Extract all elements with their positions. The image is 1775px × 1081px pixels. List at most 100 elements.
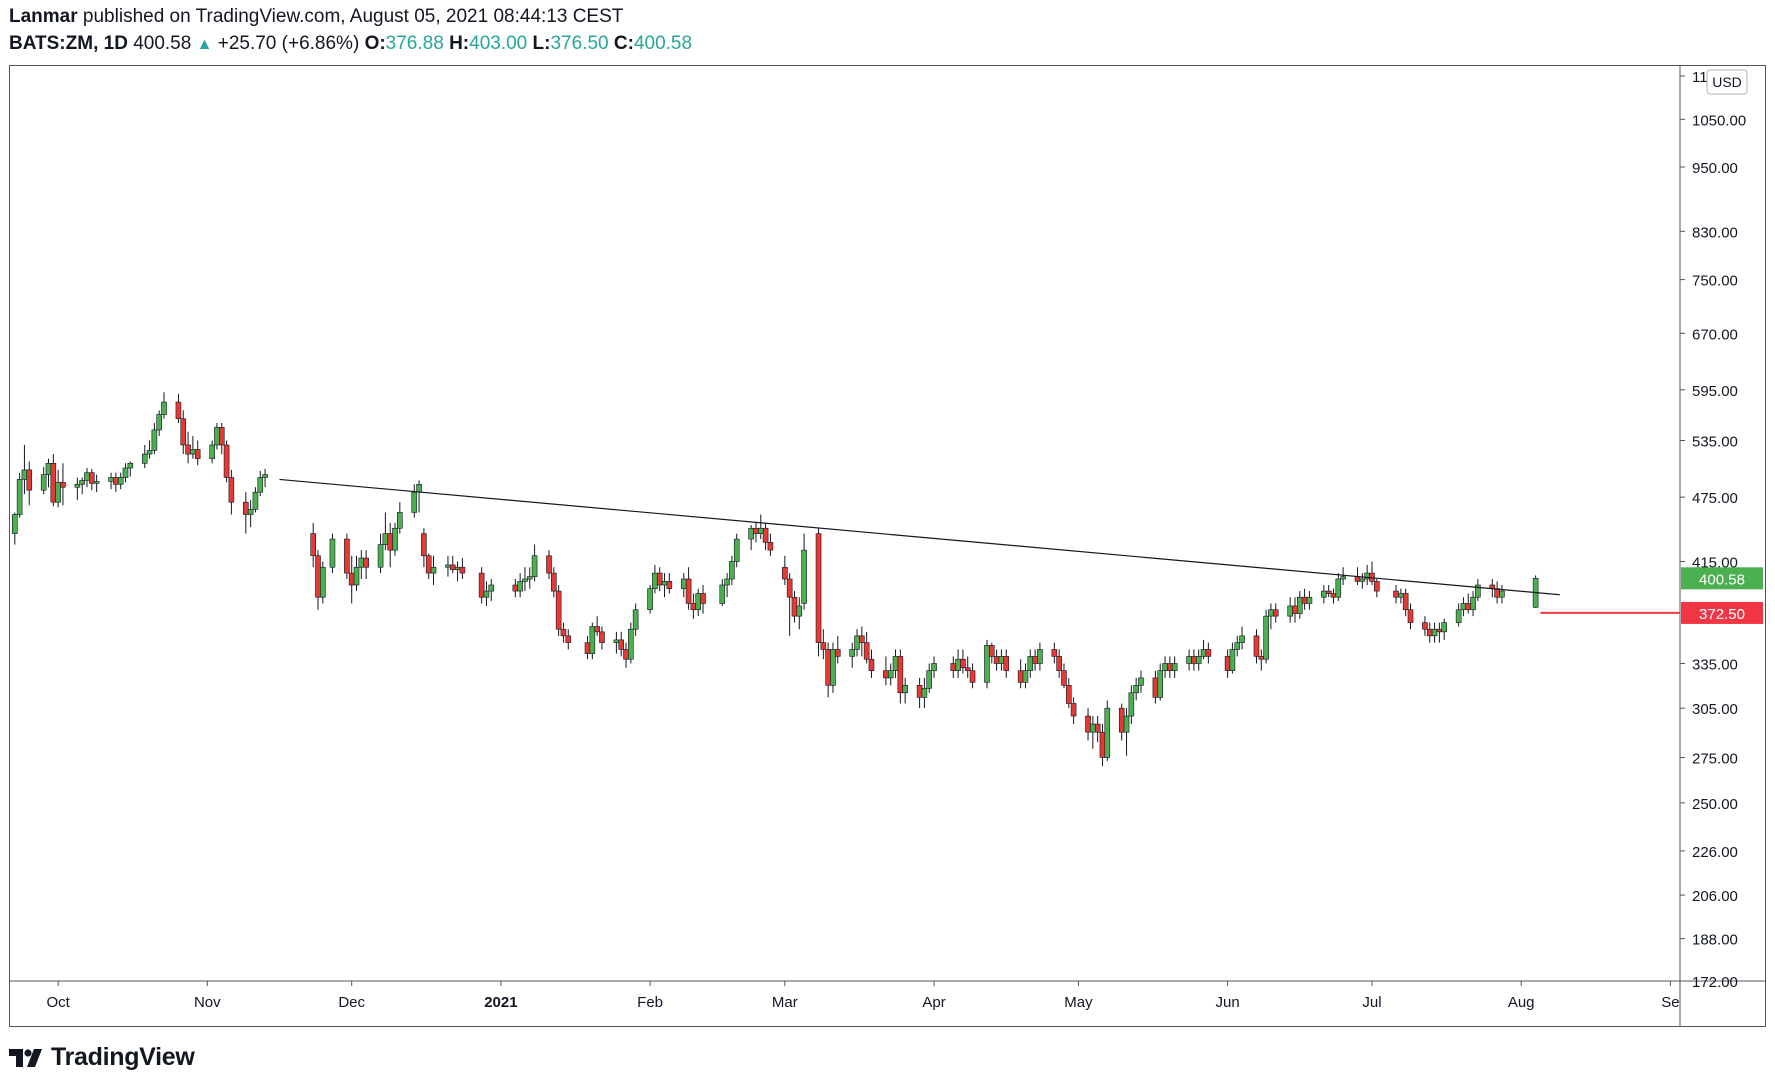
- candle-up[interactable]: [84, 472, 90, 481]
- candle-down[interactable]: [960, 658, 966, 669]
- candle-down[interactable]: [969, 670, 976, 683]
- candle-up[interactable]: [141, 453, 148, 464]
- candle-up[interactable]: [757, 527, 764, 534]
- chart-frame[interactable]: 1150.001050.00950.00830.00750.00670.0059…: [9, 65, 1766, 1027]
- candle-down[interactable]: [656, 572, 663, 586]
- candle-down[interactable]: [315, 555, 321, 598]
- candle-down[interactable]: [1118, 707, 1125, 733]
- candle-up[interactable]: [680, 578, 687, 589]
- candle-down[interactable]: [825, 649, 831, 686]
- candle-down[interactable]: [348, 572, 355, 586]
- candle-down[interactable]: [1152, 677, 1159, 698]
- candle-down[interactable]: [1061, 670, 1067, 686]
- candle-up[interactable]: [392, 527, 398, 551]
- candle-down[interactable]: [685, 578, 692, 604]
- candle-up[interactable]: [849, 649, 856, 657]
- candle-up[interactable]: [921, 687, 928, 698]
- candle-down[interactable]: [223, 444, 230, 478]
- candle-down[interactable]: [1205, 649, 1212, 657]
- candle-up[interactable]: [1104, 707, 1111, 758]
- candle-up[interactable]: [454, 566, 461, 570]
- candle-up[interactable]: [854, 635, 860, 650]
- candle-down[interactable]: [551, 572, 557, 592]
- candle-down[interactable]: [180, 418, 187, 446]
- candle-up[interactable]: [146, 450, 153, 455]
- candle-down[interactable]: [1253, 635, 1260, 657]
- candle-up[interactable]: [695, 593, 702, 611]
- candle-down[interactable]: [218, 427, 225, 446]
- candle-up[interactable]: [329, 538, 336, 568]
- candle-up[interactable]: [984, 645, 990, 683]
- candle-down[interactable]: [1422, 622, 1428, 630]
- currency-badge[interactable]: [1706, 69, 1748, 95]
- candle-down[interactable]: [1224, 656, 1231, 671]
- candle-down[interactable]: [1374, 581, 1380, 592]
- candle-up[interactable]: [16, 479, 23, 515]
- candle-down[interactable]: [1191, 656, 1197, 664]
- candle-up[interactable]: [353, 566, 360, 586]
- candle-up[interactable]: [1470, 596, 1476, 611]
- alert-price-badge[interactable]: [1681, 601, 1763, 624]
- candle-up[interactable]: [1195, 656, 1202, 664]
- price-chart[interactable]: 1150.001050.00950.00830.00750.00670.0059…: [10, 66, 1765, 1026]
- candle-up[interactable]: [55, 482, 61, 503]
- candle-down[interactable]: [363, 557, 369, 568]
- candle-up[interactable]: [830, 649, 836, 686]
- candle-up[interactable]: [1340, 576, 1346, 580]
- candle-up[interactable]: [358, 557, 365, 568]
- candle-up[interactable]: [262, 474, 268, 478]
- candle-up[interactable]: [445, 564, 451, 568]
- candle-up[interactable]: [40, 474, 47, 491]
- candle-up[interactable]: [1460, 603, 1467, 611]
- candle-up[interactable]: [955, 658, 961, 671]
- candle-up[interactable]: [647, 588, 653, 611]
- candle-up[interactable]: [719, 584, 726, 604]
- candle-up[interactable]: [531, 555, 538, 577]
- candle-up[interactable]: [416, 483, 422, 493]
- candle-up[interactable]: [1022, 670, 1029, 683]
- candle-up[interactable]: [1090, 723, 1096, 733]
- candle-up[interactable]: [1335, 578, 1342, 598]
- candle-down[interactable]: [512, 584, 519, 592]
- candle-up[interactable]: [411, 491, 418, 513]
- candle-up[interactable]: [613, 639, 620, 643]
- candle-down[interactable]: [26, 469, 33, 491]
- candle-up[interactable]: [589, 626, 596, 654]
- candle-up[interactable]: [382, 533, 389, 545]
- candle-up[interactable]: [926, 670, 933, 689]
- candle-down[interactable]: [421, 533, 427, 557]
- candle-down[interactable]: [1085, 715, 1091, 733]
- candle-down[interactable]: [1099, 731, 1106, 758]
- candle-up[interactable]: [1200, 649, 1207, 657]
- candle-down[interactable]: [859, 635, 865, 643]
- candle-down[interactable]: [310, 533, 316, 557]
- candle-down[interactable]: [820, 642, 827, 650]
- candle-up[interactable]: [1171, 663, 1178, 671]
- candle-down[interactable]: [565, 635, 572, 643]
- candle-up[interactable]: [122, 467, 129, 478]
- candle-down[interactable]: [1032, 656, 1038, 664]
- candle-down[interactable]: [868, 658, 875, 671]
- candle-down[interactable]: [993, 656, 1000, 664]
- candle-down[interactable]: [555, 590, 562, 630]
- candle-down[interactable]: [1393, 590, 1399, 598]
- candle-down[interactable]: [815, 533, 822, 643]
- candle-down[interactable]: [1426, 628, 1433, 637]
- candle-up[interactable]: [247, 509, 254, 515]
- candle-up[interactable]: [1123, 715, 1130, 733]
- candle-up[interactable]: [1027, 656, 1034, 671]
- candle-up[interactable]: [1268, 609, 1274, 617]
- candle-up[interactable]: [12, 514, 18, 534]
- candle-down[interactable]: [185, 444, 191, 455]
- candle-up[interactable]: [397, 512, 403, 529]
- candle-down[interactable]: [1003, 656, 1010, 671]
- candle-up[interactable]: [526, 576, 533, 580]
- candle-up[interactable]: [488, 584, 495, 592]
- candle-up[interactable]: [1128, 692, 1135, 717]
- candle-down[interactable]: [834, 649, 841, 657]
- candle-up[interactable]: [214, 427, 220, 446]
- candle-down[interactable]: [50, 462, 57, 503]
- candle-up[interactable]: [1234, 642, 1241, 650]
- candle-up[interactable]: [377, 544, 384, 568]
- candle-down[interactable]: [782, 566, 788, 580]
